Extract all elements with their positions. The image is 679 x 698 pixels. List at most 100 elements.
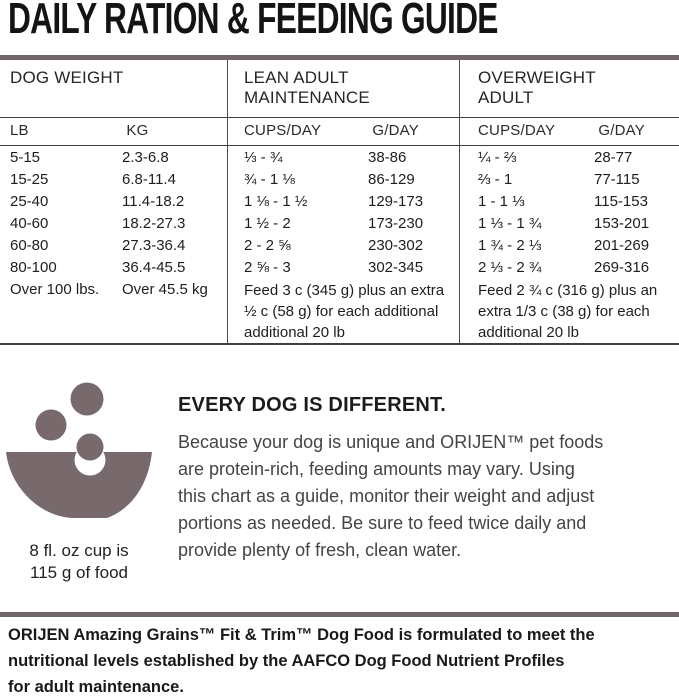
- column-header-cups: CUPS/DAY: [478, 122, 556, 139]
- column-header-grams: G/DAY: [598, 122, 645, 139]
- kg-range: 11.4-18.2: [122, 193, 185, 210]
- lb-range: 25-40: [10, 193, 49, 210]
- table-row: ⅓ - ¾ 38-86: [244, 147, 459, 169]
- kg-range: 27.3-36.4: [122, 237, 186, 254]
- note-line: Feed 3 c (345 g) plus an extra: [244, 282, 445, 299]
- grams-range: 38-86: [368, 149, 407, 166]
- lb-range: 5-15: [10, 149, 41, 166]
- bowl-shape: [6, 452, 152, 518]
- lb-range: Over 100 lbs.: [10, 281, 100, 298]
- group-title-dog-weight: DOG WEIGHT: [10, 60, 227, 116]
- note-line: ½ c (58 g) for each additional: [244, 303, 439, 320]
- table-row: 5-15 2.3-6.8: [10, 147, 227, 169]
- feeding-note-lean: Feed 3 c (345 g) plus an extra ½ c (58 g…: [244, 280, 459, 343]
- every-dog-section: EVERY DOG IS DIFFERENT. Because your dog…: [178, 394, 673, 564]
- table-row: 60-80 27.3-36.4: [10, 235, 227, 257]
- grams-range: 28-77: [594, 149, 633, 166]
- grams-range: 230-302: [368, 237, 424, 254]
- feeding-table: DOG WEIGHT LB KG 5-15 2.3-6.8 15-25 6.8-11…: [0, 60, 679, 345]
- grams-range: 129-173: [368, 193, 424, 210]
- data-rows: 5-15 2.3-6.8 15-25 6.8-11.4 25-40 11.4-18.2…: [10, 145, 227, 301]
- cups-range: 1 - 1 ⅓: [478, 193, 525, 210]
- column-group-overweight-adult: OVERWEIGHT ADULT CUPS/DAY G/DAY ¼ - ⅔ 28-…: [459, 60, 679, 343]
- food-bowl-icon: [6, 382, 152, 518]
- table-row: 15-25 6.8-11.4: [10, 169, 227, 191]
- table-row: 2 ⅝ - 3 302-345: [244, 257, 459, 279]
- group-title-line: OVERWEIGHT: [478, 68, 596, 87]
- group-title-overweight-adult: OVERWEIGHT ADULT: [478, 60, 679, 116]
- column-group-lean-adult: LEAN ADULT MAINTENANCE CUPS/DAY G/DAY ⅓ …: [227, 60, 459, 343]
- footer-line: for adult maintenance.: [8, 677, 184, 696]
- kibble-icon: [76, 433, 104, 461]
- cups-range: 2 - 2 ⅝: [244, 237, 291, 254]
- cups-range: ¼ - ⅔: [478, 149, 517, 166]
- cups-range: ⅔ - 1: [478, 171, 513, 188]
- cups-range: 2 ⅓ - 2 ¾: [478, 259, 542, 276]
- note-line: Feed 2 ¾ c (316 g) plus an: [478, 282, 658, 299]
- kg-range: 18.2-27.3: [122, 215, 186, 232]
- cups-range: 1 ⅓ - 1 ¾: [478, 215, 542, 232]
- group-title-line: DOG WEIGHT: [10, 68, 124, 87]
- column-header-kg: KG: [126, 122, 149, 139]
- column-header-lb: LB: [10, 122, 29, 139]
- data-rows: ¼ - ⅔ 28-77 ⅔ - 1 77-115 1 - 1 ⅓ 115-153 1 …: [478, 145, 679, 279]
- grams-range: 269-316: [594, 259, 650, 276]
- column-header-cups: CUPS/DAY: [244, 122, 322, 139]
- kg-range: Over 45.5 kg: [122, 281, 208, 298]
- subheader-row: CUPS/DAY G/DAY: [478, 116, 679, 145]
- kibble-icon: [70, 382, 104, 416]
- section-paragraph: Because your dog is unique and ORIJEN™ p…: [178, 429, 673, 564]
- column-group-dog-weight: DOG WEIGHT LB KG 5-15 2.3-6.8 15-25 6.8-11…: [0, 60, 227, 343]
- lb-range: 40-60: [10, 215, 49, 232]
- paragraph-line: portions as needed. Be sure to feed twic…: [178, 513, 587, 533]
- note-line: extra 1/3 c (38 g) for each: [478, 303, 650, 320]
- kg-range: 6.8-11.4: [122, 171, 176, 188]
- page-title: DAILY RATION & FEEDING GUIDE: [8, 0, 498, 43]
- cups-range: 1 ¾ - 2 ⅓: [478, 237, 542, 254]
- grams-range: 201-269: [594, 237, 650, 254]
- aafco-statement: ORIJEN Amazing Grains™ Fit & Trim™ Dog F…: [8, 622, 648, 698]
- group-title-lean-adult: LEAN ADULT MAINTENANCE: [244, 60, 459, 116]
- subheader-rule: [0, 145, 679, 146]
- cups-range: 1 ⅛ - 1 ½: [244, 193, 308, 210]
- food-bowl-figure: 8 fl. oz cup is 115 g of food: [3, 378, 155, 584]
- paragraph-line: Because your dog is unique and ORIJEN™ p…: [178, 432, 604, 452]
- top-divider-bar: [0, 55, 679, 60]
- column-header-grams: G/DAY: [372, 122, 419, 139]
- bowl-caption: 8 fl. oz cup is 115 g of food: [3, 540, 155, 584]
- caption-line: 115 g of food: [30, 563, 128, 582]
- table-row: ⅔ - 1 77-115: [478, 169, 679, 191]
- grams-range: 115-153: [594, 193, 648, 210]
- table-row: Over 100 lbs. Over 45.5 kg: [10, 279, 227, 301]
- kg-range: 36.4-45.5: [122, 259, 186, 276]
- paragraph-line: are protein-rich, feeding amounts may va…: [178, 459, 575, 479]
- group-title-line: ADULT: [478, 88, 534, 107]
- subheader-row: CUPS/DAY G/DAY: [244, 116, 459, 145]
- cups-range: ¾ - 1 ⅛: [244, 171, 295, 188]
- grams-range: 153-201: [594, 215, 650, 232]
- section-heading: EVERY DOG IS DIFFERENT.: [178, 394, 446, 416]
- feeding-note-overweight: Feed 2 ¾ c (316 g) plus an extra 1/3 c (…: [478, 280, 679, 343]
- cups-range: 2 ⅝ - 3: [244, 259, 291, 276]
- grams-range: 173-230: [368, 215, 424, 232]
- note-line: additional 20 lb: [478, 324, 579, 341]
- table-row: 1 ⅓ - 1 ¾ 153-201: [478, 213, 679, 235]
- caption-line: 8 fl. oz cup is: [29, 541, 129, 560]
- table-row: 2 - 2 ⅝ 230-302: [244, 235, 459, 257]
- footer-divider-bar: [0, 612, 679, 617]
- group-title-line: MAINTENANCE: [244, 88, 370, 107]
- lb-range: 15-25: [10, 171, 49, 188]
- table-row: 1 - 1 ⅓ 115-153: [478, 191, 679, 213]
- table-row: ¼ - ⅔ 28-77: [478, 147, 679, 169]
- lb-range: 60-80: [10, 237, 49, 254]
- group-title-line: LEAN ADULT: [244, 68, 349, 87]
- table-row: 80-100 36.4-45.5: [10, 257, 227, 279]
- paragraph-line: provide plenty of fresh, clean water.: [178, 540, 462, 560]
- table-row: 1 ¾ - 2 ⅓ 201-269: [478, 235, 679, 257]
- grams-range: 86-129: [368, 171, 415, 188]
- paragraph-line: this chart as a guide, monitor their wei…: [178, 486, 595, 506]
- table-row: 25-40 11.4-18.2: [10, 191, 227, 213]
- grams-range: 77-115: [594, 171, 640, 188]
- table-row: ¾ - 1 ⅛ 86-129: [244, 169, 459, 191]
